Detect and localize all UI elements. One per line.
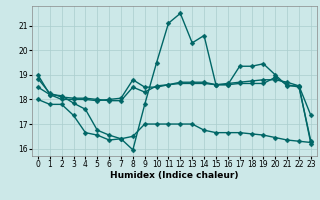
X-axis label: Humidex (Indice chaleur): Humidex (Indice chaleur) — [110, 171, 239, 180]
